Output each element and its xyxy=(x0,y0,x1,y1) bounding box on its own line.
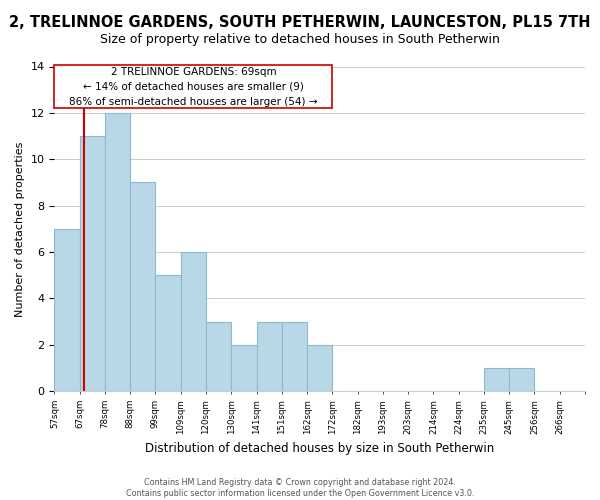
Y-axis label: Number of detached properties: Number of detached properties xyxy=(15,141,25,316)
Text: Size of property relative to detached houses in South Petherwin: Size of property relative to detached ho… xyxy=(100,32,500,46)
Bar xyxy=(130,182,155,391)
Text: 2 TRELINNOE GARDENS: 69sqm
← 14% of detached houses are smaller (9)
86% of semi-: 2 TRELINNOE GARDENS: 69sqm ← 14% of deta… xyxy=(69,67,317,106)
Bar xyxy=(282,322,307,391)
Bar xyxy=(509,368,535,391)
Bar xyxy=(307,345,332,391)
Bar xyxy=(105,113,130,391)
Bar xyxy=(181,252,206,391)
Text: 2, TRELINNOE GARDENS, SOUTH PETHERWIN, LAUNCESTON, PL15 7TH: 2, TRELINNOE GARDENS, SOUTH PETHERWIN, L… xyxy=(9,15,591,30)
X-axis label: Distribution of detached houses by size in South Petherwin: Distribution of detached houses by size … xyxy=(145,442,494,455)
FancyBboxPatch shape xyxy=(55,66,332,108)
Bar xyxy=(80,136,105,391)
Bar xyxy=(484,368,509,391)
Bar xyxy=(206,322,231,391)
Bar xyxy=(155,275,181,391)
Bar xyxy=(231,345,257,391)
Bar xyxy=(55,229,80,391)
Bar xyxy=(257,322,282,391)
Text: Contains HM Land Registry data © Crown copyright and database right 2024.
Contai: Contains HM Land Registry data © Crown c… xyxy=(126,478,474,498)
